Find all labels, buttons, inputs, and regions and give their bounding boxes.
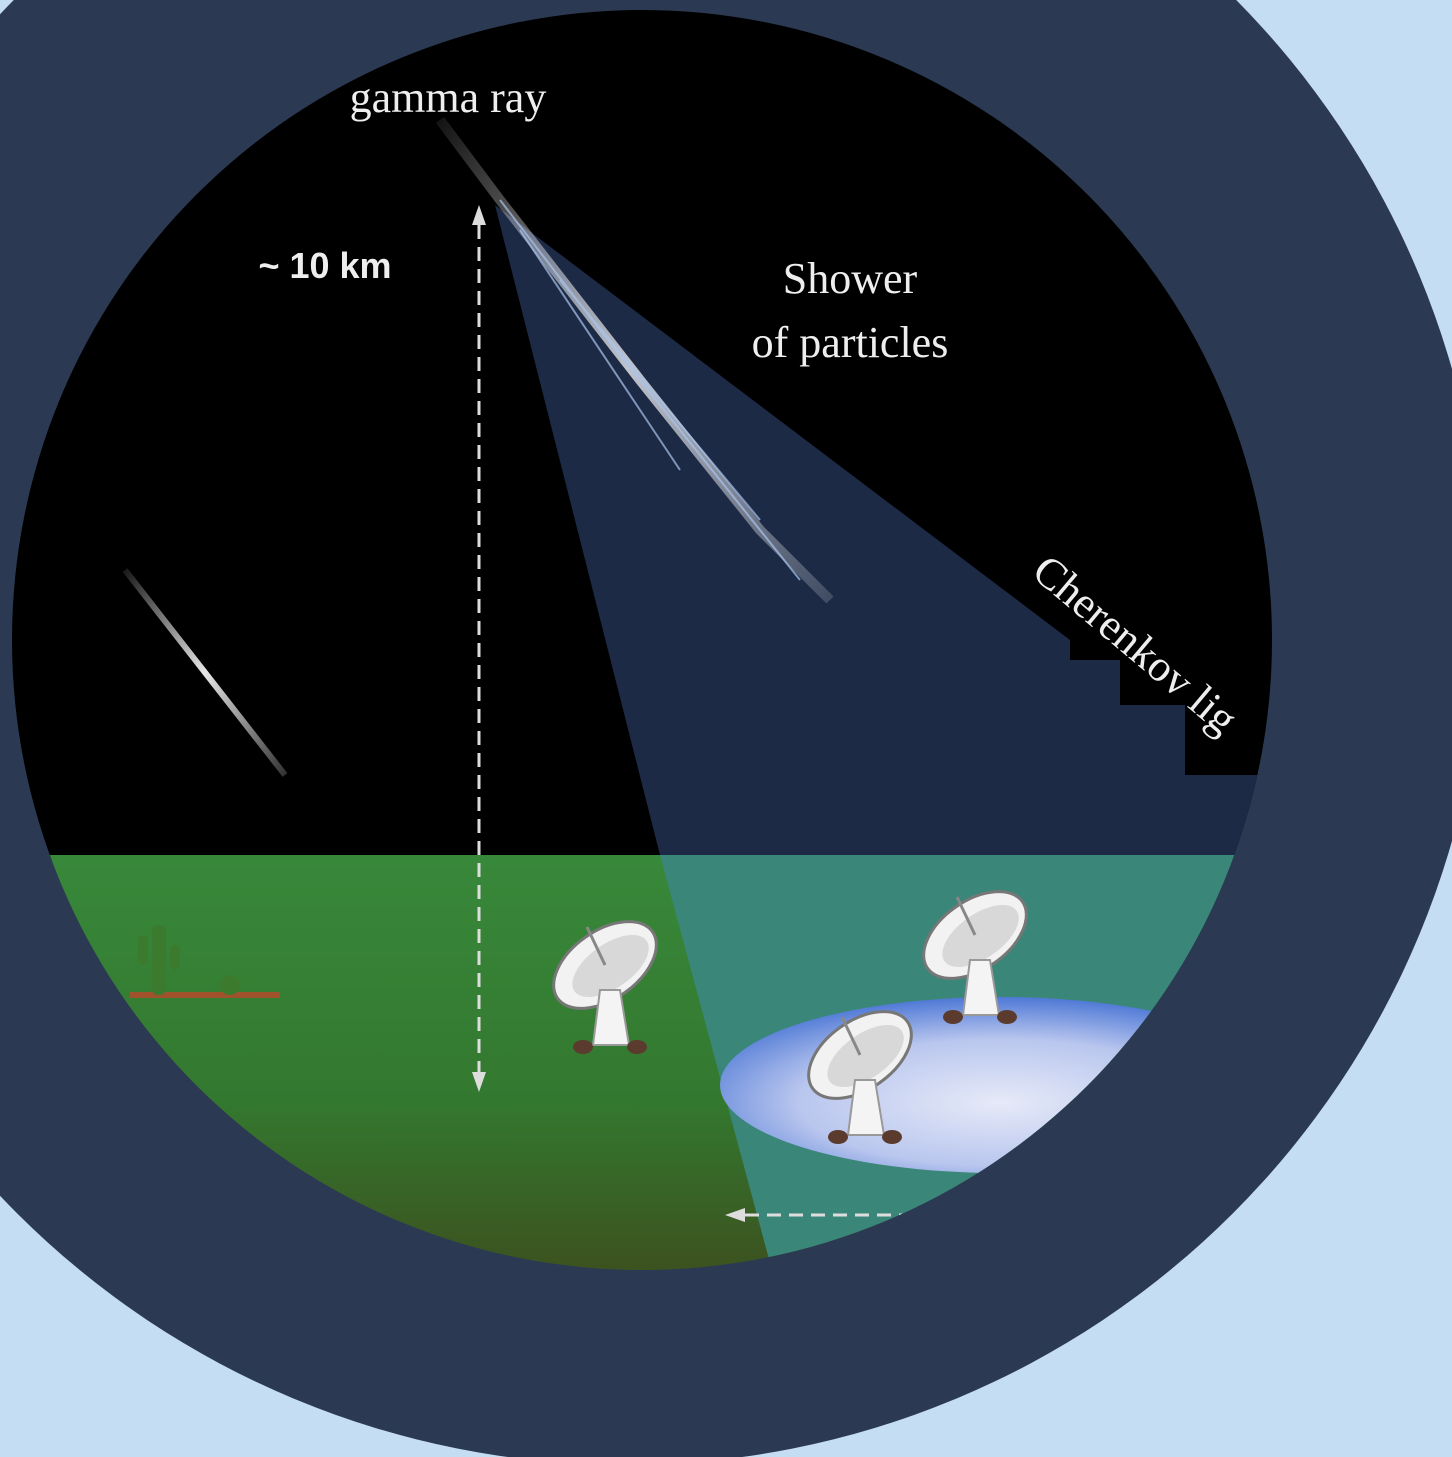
cactus [130,925,280,998]
gamma-ray-label: gamma ray [350,73,547,122]
arrow-head [725,1208,745,1222]
shower-label: of particles [752,318,949,367]
arrow-head [472,1072,486,1092]
secondary-shower [122,568,288,777]
shower-label: Shower [783,254,918,303]
cherenkov-cone [495,205,1272,855]
shower-tracks [499,199,801,581]
arrow-head [472,205,486,225]
height-label: ~ 10 km [258,245,391,286]
